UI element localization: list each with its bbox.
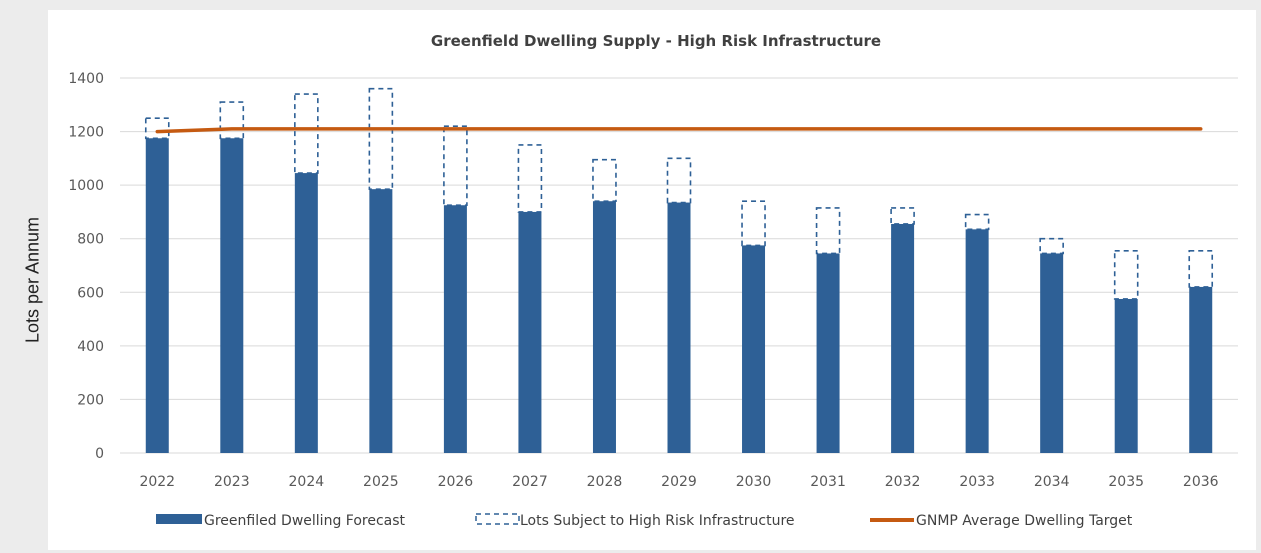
forecast-bar xyxy=(891,223,915,453)
high-risk-bar xyxy=(219,101,245,140)
x-tick-label: 2035 xyxy=(1108,474,1144,490)
legend-item-target: GNMP Average Dwelling Target xyxy=(870,513,1133,529)
y-tick-label: 1400 xyxy=(68,71,104,87)
x-tick-label: 2023 xyxy=(214,474,250,490)
y-tick-label: 1200 xyxy=(68,125,104,141)
y-tick-label: 600 xyxy=(77,285,104,301)
y-tick-label: 800 xyxy=(77,232,104,248)
chart-title: Greenfield Dwelling Supply - High Risk I… xyxy=(431,32,881,50)
forecast-bar xyxy=(1189,286,1213,453)
target-line-series xyxy=(155,127,1203,134)
forecast-bar xyxy=(1040,253,1064,453)
x-tick-label: 2029 xyxy=(661,474,697,490)
high-risk-bar xyxy=(294,93,319,174)
x-axis: 2022 2023 2024 2025 2026 2027 2028 2029 2030 2031… xyxy=(139,474,1218,490)
y-tick-label: 0 xyxy=(95,446,104,462)
legend-swatch-dashed xyxy=(475,513,520,525)
x-tick-label: 2026 xyxy=(438,474,474,490)
high-risk-bar xyxy=(144,117,170,140)
forecast-bar xyxy=(965,229,989,453)
y-tick-label: 400 xyxy=(77,339,104,355)
forecast-bar xyxy=(369,189,393,454)
x-tick-label: 2031 xyxy=(810,474,846,490)
x-tick-label: 2024 xyxy=(289,474,325,490)
legend-label-high-risk: Lots Subject to High Risk Infrastructure xyxy=(520,513,795,529)
high-risk-bar xyxy=(1039,237,1064,255)
legend-label-forecast: Greenfiled Dwelling Forecast xyxy=(204,513,406,529)
high-risk-bar xyxy=(890,207,915,225)
x-tick-label: 2027 xyxy=(512,474,548,490)
x-tick-label: 2036 xyxy=(1183,474,1219,490)
legend-item-forecast: Greenfiled Dwelling Forecast xyxy=(156,513,406,529)
high-risk-bar xyxy=(1188,249,1214,288)
forecast-bar xyxy=(443,205,467,453)
y-tick-label: 1000 xyxy=(68,178,104,194)
high-risk-bar xyxy=(666,157,692,204)
forecast-bar xyxy=(816,253,840,453)
y-tick-label: 200 xyxy=(77,392,104,408)
outer-y-axis-label: Lots per Annum xyxy=(22,216,43,344)
high-risk-bar xyxy=(592,158,617,203)
x-tick-label: 2032 xyxy=(885,474,921,490)
forecast-bar xyxy=(742,245,766,453)
high-risk-bar xyxy=(1113,249,1139,300)
chart-canvas: Greenfield Dwelling Supply - High Risk I… xyxy=(68,32,1238,529)
forecast-bar xyxy=(220,138,244,453)
legend-item-high-risk: Lots Subject to High Risk Infrastructure xyxy=(475,513,795,529)
bar-series xyxy=(144,87,1214,454)
high-risk-bar xyxy=(368,87,394,190)
forecast-bar xyxy=(592,201,616,453)
high-risk-bar xyxy=(964,213,990,231)
x-tick-label: 2030 xyxy=(736,474,772,490)
forecast-bar xyxy=(294,173,318,453)
legend: Greenfiled Dwelling Forecast Lots Subject… xyxy=(156,513,1133,529)
target-line xyxy=(155,127,1203,134)
high-risk-bar xyxy=(443,125,468,207)
x-tick-label: 2033 xyxy=(959,474,995,490)
forecast-bar xyxy=(667,202,691,453)
forecast-bar xyxy=(1114,298,1138,453)
x-tick-label: 2022 xyxy=(139,474,175,490)
forecast-bar xyxy=(145,138,169,453)
y-axis: 0 200 400 600 800 1000 1200 1400 xyxy=(68,71,104,462)
x-tick-label: 2025 xyxy=(363,474,399,490)
chart-panel: Greenfield Dwelling Supply - High Risk I… xyxy=(48,10,1256,550)
legend-label-target: GNMP Average Dwelling Target xyxy=(916,513,1133,529)
high-risk-bar xyxy=(517,144,543,213)
x-tick-label: 2028 xyxy=(587,474,623,490)
high-risk-bar xyxy=(815,207,841,255)
forecast-bar xyxy=(518,211,542,453)
high-risk-bar xyxy=(741,200,766,247)
x-tick-label: 2034 xyxy=(1034,474,1070,490)
legend-swatch-solid xyxy=(156,514,202,524)
